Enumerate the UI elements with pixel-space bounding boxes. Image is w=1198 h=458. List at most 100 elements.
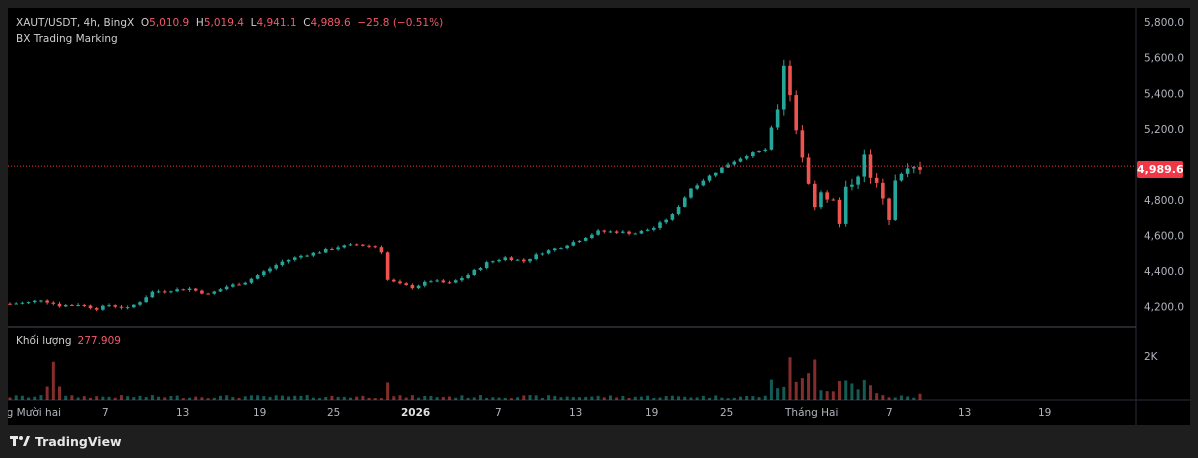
candle-body: [522, 259, 526, 262]
high-label: H: [195, 17, 204, 29]
candle-body: [82, 304, 87, 306]
price-axis-tick: 5,800.0: [1144, 17, 1184, 29]
price-axis-tick: 5,200.0: [1144, 124, 1184, 136]
volume-bar: [243, 396, 247, 400]
candle-body: [379, 247, 384, 253]
candle-body: [812, 183, 817, 208]
volume-bar: [683, 396, 687, 400]
volume-bar: [299, 395, 303, 400]
volume-bar: [534, 395, 538, 400]
candle-body: [515, 259, 520, 261]
candle-body: [125, 307, 130, 309]
time-axis-tick: 19: [1038, 407, 1051, 419]
open-label: O: [140, 17, 150, 29]
candle-body: [76, 304, 80, 306]
volume-bar: [893, 397, 897, 400]
volume-bar: [887, 397, 891, 400]
volume-legend[interactable]: Khối lượng 277.909: [16, 335, 121, 347]
close-value: 4,989.6: [310, 17, 351, 29]
volume-bar: [262, 396, 266, 400]
candle-body: [602, 230, 607, 232]
candle-body: [670, 214, 675, 220]
candle-body: [249, 278, 254, 283]
candle-body: [676, 206, 681, 215]
volume-bar: [64, 395, 68, 400]
volume-bar: [324, 396, 328, 400]
candle-body: [912, 167, 916, 169]
volume-bar: [373, 398, 377, 400]
candle-body: [39, 300, 43, 302]
volume-bar: [45, 386, 49, 400]
symbol-label: XAUT/USDT, 4h, BingX: [16, 17, 135, 29]
volume-bar: [249, 395, 253, 400]
candle-body: [305, 255, 309, 257]
candle-body: [763, 149, 768, 151]
chart-canvas[interactable]: 5,800.0 5,600.0 5,400.0 5,200.0 4,800.0 4,600…: [8, 8, 1190, 425]
volume-bar: [150, 395, 154, 400]
open-value: 5,010.9: [149, 17, 190, 29]
candle-body: [652, 227, 656, 230]
candle-body: [881, 182, 885, 199]
volume-bar: [528, 395, 532, 400]
volume-bar: [602, 397, 606, 400]
volume-bar: [540, 398, 544, 400]
candle-body: [88, 305, 93, 309]
low-value: 4,941.1: [256, 17, 297, 29]
candle-body: [738, 158, 743, 162]
candle-body: [385, 252, 390, 280]
candle-body: [268, 268, 272, 272]
volume-bar: [231, 397, 235, 400]
price-axis-tick: 4,800.0: [1144, 195, 1184, 207]
candle-body: [361, 244, 365, 246]
candle-body: [893, 180, 898, 220]
volume-bar: [547, 395, 551, 400]
volume-bar: [280, 395, 284, 400]
candle-body: [156, 291, 161, 293]
volume-bar: [460, 395, 464, 400]
volume-bar: [701, 395, 705, 400]
volume-bar: [113, 397, 117, 400]
volume-bar: [906, 396, 910, 400]
candle-body: [416, 285, 421, 289]
volume-bar: [862, 379, 866, 400]
volume-bar: [101, 396, 105, 400]
footer-brand[interactable]: TradingView: [10, 433, 122, 449]
time-axis-tick: 13: [176, 407, 189, 419]
candle-body: [503, 257, 508, 261]
volume-bar: [695, 397, 699, 400]
candle-body: [206, 293, 210, 295]
volume-bar: [670, 395, 674, 400]
volume-bar: [342, 396, 346, 400]
volume-bar: [708, 397, 712, 400]
time-axis-tick: 19: [253, 407, 266, 419]
high-value: 5,019.4: [203, 17, 244, 29]
candle-body: [689, 188, 693, 198]
volume-bar: [8, 397, 12, 400]
candle-body: [819, 192, 823, 208]
indicator-label[interactable]: BX Trading Marking: [16, 33, 118, 45]
candle-body: [435, 280, 439, 282]
candle-body: [658, 222, 662, 228]
candle-body: [398, 281, 402, 284]
volume-bar: [336, 396, 340, 400]
volume-bar: [497, 397, 501, 400]
candle-body: [429, 281, 433, 283]
volume-bar: [95, 396, 99, 400]
volume-bar: [268, 396, 272, 400]
volume-bar: [559, 397, 563, 400]
candle-body: [150, 291, 155, 298]
volume-bar: [565, 396, 569, 400]
chart-panel[interactable]: 5,800.0 5,600.0 5,400.0 5,200.0 4,800.0 4,600…: [8, 8, 1190, 425]
candle-body: [354, 244, 359, 246]
candle-body: [843, 186, 848, 224]
candle-body: [181, 289, 186, 291]
volume-bar: [578, 397, 582, 400]
candle-body: [193, 288, 198, 291]
price-axis-tick: 4,200.0: [1144, 301, 1184, 313]
candle-body: [645, 229, 650, 231]
candle-body: [255, 275, 260, 279]
volume-bar: [788, 357, 792, 400]
volume-bar: [584, 396, 588, 400]
volume-bar: [14, 395, 18, 400]
volume-bar: [800, 378, 804, 400]
